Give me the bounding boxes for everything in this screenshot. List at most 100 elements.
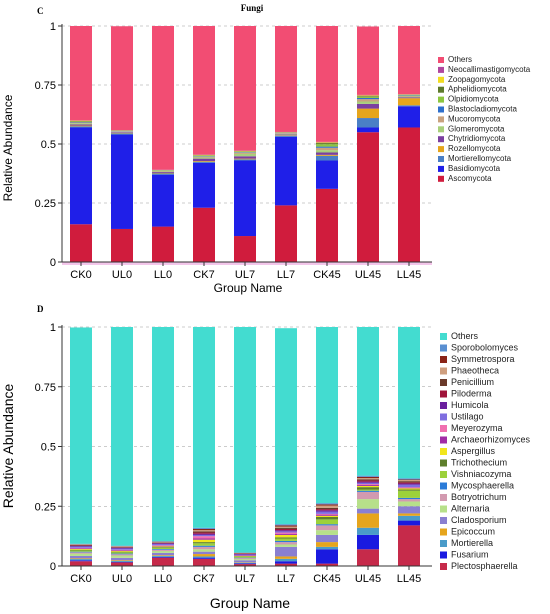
bar-segment-fusarium — [275, 561, 297, 564]
bar-segment-mucoromycota — [193, 156, 215, 158]
bar-segment-phaeotheca — [357, 478, 379, 480]
legend-swatch — [438, 175, 444, 182]
bar-segment-mycosphaerella — [70, 551, 92, 553]
bar-segment-mortierella — [316, 546, 338, 550]
bar-segment-chytridiomycota — [152, 172, 174, 174]
bar-segment-cladosporium — [357, 508, 379, 514]
y-tick-label: 0.75 — [35, 80, 56, 92]
x-tick-label: UL0 — [112, 573, 132, 585]
x-tick-label: LL45 — [397, 573, 421, 585]
legend-label: Zoopagomycota — [448, 75, 506, 84]
legend-item: Piloderma — [440, 389, 492, 399]
bar-segment-mortierellomycota — [316, 155, 338, 161]
bar-segment-phaeotheca — [193, 530, 215, 532]
bar-segment-ascomycota — [275, 205, 297, 262]
legend-label: Ascomycota — [448, 174, 492, 183]
x-tick-label: CK45 — [313, 573, 341, 585]
bar-segment-glomeromycota — [234, 153, 256, 157]
bar-segment-symmetrospora — [316, 504, 338, 506]
bar-segment-cladosporium — [234, 560, 256, 563]
bar-segment-archaeorhizomyces — [111, 550, 133, 551]
bar-segment-humicola — [152, 543, 174, 545]
bar-segment-glomeromycota — [357, 101, 379, 104]
legend-item: Mortierella — [440, 538, 493, 548]
bar-segment-plectosphaerella — [234, 564, 256, 566]
bar-segment-archaeorhizomyces — [70, 548, 92, 550]
bar-segment-aspergillus — [70, 549, 92, 550]
bar-segment-ustilago — [234, 554, 256, 556]
bar-segment-penicillium — [275, 527, 297, 529]
legend-label: Humicola — [451, 400, 489, 410]
bar-segment-mortierella — [357, 527, 379, 535]
legend-swatch — [440, 551, 447, 559]
legend-item: Ustilago — [440, 412, 484, 422]
bar-segment-mycosphaerella — [275, 540, 297, 543]
bar-segment-humicola — [398, 483, 420, 485]
bar-segment-botryotrichum — [193, 546, 215, 550]
y-tick-label: 1 — [50, 322, 56, 334]
bar-segment-mycosphaerella — [316, 524, 338, 526]
bar-segment-piloderma — [316, 509, 338, 511]
bar-segment-piloderma — [193, 532, 215, 534]
bar-segment-vishniacozyma — [152, 547, 174, 550]
legend-label: Epicoccum — [451, 527, 495, 537]
x-tick-label: LL7 — [277, 269, 295, 281]
legend-item: Phaeotheca — [440, 366, 499, 376]
bar-segment-chytridiomycota — [193, 158, 215, 161]
bar-segment-glomeromycota — [152, 171, 174, 173]
bar-segment-archaeorhizomyces — [398, 487, 420, 489]
x-tick-label: LL7 — [277, 573, 295, 585]
bar-segment-cladosporium — [193, 551, 215, 555]
bar-segment-aspergillus — [152, 546, 174, 548]
bar-segment-rozellomycota — [357, 108, 379, 119]
legend-label: Plectosphaerella — [451, 561, 518, 571]
bar-segment-trichothecium — [111, 551, 133, 553]
bar-segment-sporobolomyces — [316, 503, 338, 505]
legend-item: Mycosphaerella — [440, 481, 514, 491]
legend-label: Mucoromycota — [448, 114, 501, 123]
bar-segment-botryotrichum — [398, 499, 420, 502]
legend-item: Symmetrospora — [440, 354, 515, 364]
bar-segment-ascomycota — [357, 132, 379, 262]
legend-swatch — [440, 482, 447, 490]
legend-swatch — [440, 540, 447, 547]
bar-segment-plectosphaerella — [316, 563, 338, 566]
bar-segment-symmetrospora — [357, 476, 379, 479]
bar-segment-botryotrichum — [111, 554, 133, 556]
bar-segment-sporobolomyces — [193, 527, 215, 529]
y-tick-label: 0.5 — [41, 442, 56, 454]
legend-item: Archaeorhizomyces — [440, 435, 531, 445]
bar-segment-basidiomycota — [152, 174, 174, 227]
bar-segment-cladosporium — [398, 506, 420, 514]
bar-segment-cladosporium — [70, 555, 92, 559]
legend-item: Epicoccum — [440, 527, 495, 537]
bar-segment-botryotrichum — [275, 542, 297, 545]
bar-segment-fusarium — [70, 560, 92, 562]
bar-segment-vishniacozyma — [234, 556, 256, 558]
bar-segment-ustilago — [398, 484, 420, 488]
legend-item: Cladosporium — [440, 515, 507, 525]
x-tick-label: LL0 — [154, 573, 172, 585]
legend-swatch — [440, 459, 447, 467]
bar-segment-alternaria — [111, 555, 133, 558]
bar-segment-epicoccum — [111, 560, 133, 561]
bar-segment-ustilago — [193, 534, 215, 537]
legend-label: Basidiomycota — [448, 164, 501, 173]
bar-segment-basidiomycota — [357, 127, 379, 133]
legend-label: Rozellomycota — [448, 144, 501, 153]
bar-segment-archaeorhizomyces — [152, 545, 174, 547]
bar-segment-others — [398, 26, 420, 95]
legend-label: Phaeotheca — [451, 366, 499, 376]
legend-label: Archaeorhizomyces — [451, 435, 531, 445]
bar-segment-mortierella — [152, 555, 174, 557]
bar-segment-meyerozyma — [316, 513, 338, 515]
bar-segment-meyerozyma — [193, 536, 215, 539]
legend-swatch — [438, 66, 444, 73]
legend-label: Penicillium — [451, 377, 494, 387]
legend-label: Fusarium — [451, 550, 489, 560]
bar-segment-vishniacozyma — [275, 538, 297, 541]
bar-segment-mucoromycota — [70, 122, 92, 124]
x-tick-label: UL7 — [235, 573, 255, 585]
panel-d: D 0 0.25 0.5 0.75 1 CK0 UL0 LL0 CK7 UL7 LL7 CK45 UL4… — [0, 304, 531, 611]
